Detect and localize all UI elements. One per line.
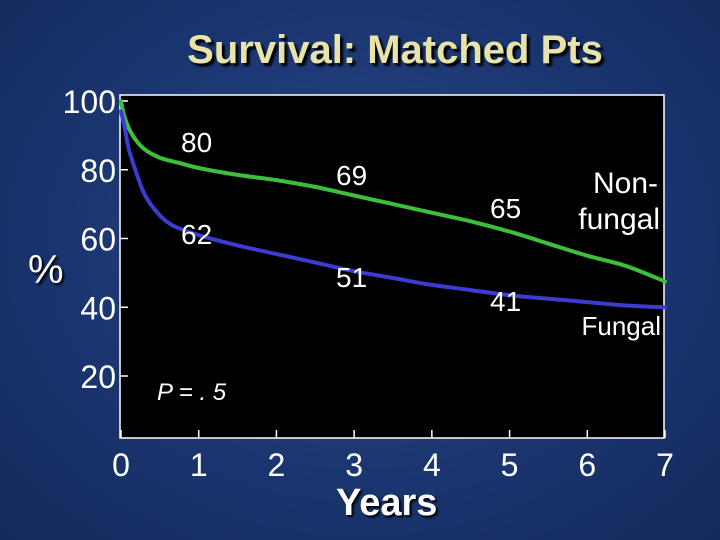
x-tick-label-7: 7 bbox=[656, 447, 674, 483]
fungal-series-label: Fungal bbox=[582, 311, 662, 341]
nonfungal-value-year5: 65 bbox=[490, 193, 521, 224]
y-axis-label: % bbox=[28, 248, 64, 292]
axes: 0 1 2 3 4 5 6 7 20 40 60 80 100 bbox=[63, 84, 674, 483]
y-tick-label-20: 20 bbox=[80, 359, 116, 395]
x-tick-label-2: 2 bbox=[268, 447, 286, 483]
series-lines bbox=[119, 99, 667, 310]
y-tick-label-40: 40 bbox=[80, 290, 116, 326]
nonfungal-series-label-line2: fungal bbox=[578, 203, 660, 236]
plot-area bbox=[119, 94, 665, 439]
x-tick-label-6: 6 bbox=[578, 447, 596, 483]
x-tick-label-0: 0 bbox=[112, 447, 130, 483]
x-tick-label-3: 3 bbox=[345, 447, 363, 483]
annotations: 80 69 65 62 51 41 P = . 5 Non- fungal Fu… bbox=[157, 127, 661, 406]
x-tick-label-1: 1 bbox=[190, 447, 208, 483]
nonfungal-value-year3: 69 bbox=[336, 160, 367, 191]
fungal-value-year3: 51 bbox=[336, 262, 367, 293]
nonfungal-value-year1: 80 bbox=[181, 127, 212, 158]
fungal-survival-line bbox=[119, 109, 667, 310]
nonfungal-survival-line bbox=[119, 99, 667, 284]
fungal-value-year5: 41 bbox=[490, 286, 521, 317]
y-tick-label-80: 80 bbox=[80, 153, 116, 189]
x-tick-label-4: 4 bbox=[423, 447, 441, 483]
y-tick-label-60: 60 bbox=[80, 222, 116, 258]
chart-title: Survival: Matched Pts bbox=[187, 28, 603, 72]
y-tick-label-100: 100 bbox=[63, 84, 116, 120]
x-axis-label: Years bbox=[336, 482, 438, 524]
fungal-value-year1: 62 bbox=[181, 219, 212, 250]
p-value-label: P = . 5 bbox=[157, 379, 227, 406]
nonfungal-series-label-line1: Non- bbox=[593, 167, 658, 200]
x-tick-label-5: 5 bbox=[501, 447, 519, 483]
